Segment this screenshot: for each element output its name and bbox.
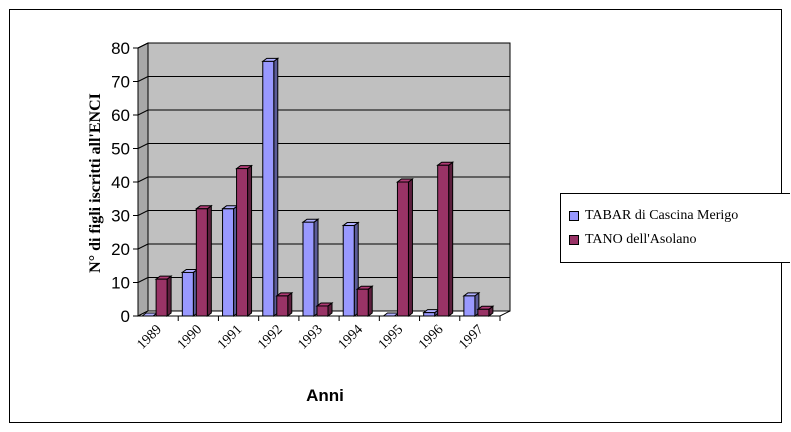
x-axis-title: Anni: [306, 386, 344, 405]
bar-side: [407, 178, 413, 317]
y-tick-label: 10: [111, 274, 130, 293]
bar-1-1997: [462, 291, 481, 317]
y-tick-label: 20: [111, 240, 130, 259]
bar-front: [342, 225, 355, 317]
x-tick-label: 1995: [376, 322, 406, 352]
bar-front: [195, 208, 208, 317]
gridline-side: [137, 109, 149, 116]
gridline-side: [137, 243, 149, 250]
bar-side: [247, 164, 253, 317]
bar-1-1994: [341, 221, 360, 317]
bar-side: [206, 204, 212, 317]
bar-front: [437, 164, 450, 317]
y-tick-label: 80: [111, 39, 130, 58]
legend-swatch-series-1: [569, 211, 579, 221]
bar-front: [181, 271, 194, 317]
bar-1-1993: [301, 218, 320, 317]
bar-2-1994: [355, 285, 374, 317]
x-tick-label: 1993: [295, 322, 325, 352]
bar-side: [166, 275, 172, 317]
y-tick-label: 40: [111, 173, 130, 192]
bar-2-1997: [476, 305, 495, 317]
x-tick-label: 1989: [135, 322, 165, 352]
y-tick-label: 50: [111, 140, 130, 159]
bar-2-1995: [395, 178, 414, 317]
bar-2-1989: [154, 275, 173, 317]
bar-front: [302, 221, 315, 317]
bar-1-1990: [180, 268, 199, 317]
bar-2-1993: [315, 301, 334, 317]
gridline-side: [137, 42, 149, 49]
bar-side: [367, 285, 373, 317]
bar-front: [276, 295, 289, 317]
x-tick-label: 1996: [416, 322, 446, 352]
bar-1-1996: [422, 308, 441, 317]
y-tick-label: 30: [111, 207, 130, 226]
bar-2-1992: [275, 291, 294, 317]
bar-2-1996: [436, 161, 455, 317]
y-ticks: 0 10 20 30 40 50 60 70 80: [111, 39, 138, 326]
gridline-side: [137, 176, 149, 183]
x-ticks: 1989 1990 1991 1992 1993 1994 1995 1996 1997: [135, 316, 501, 353]
y-tick-label: 60: [111, 106, 130, 125]
y-tick-label: 70: [111, 73, 130, 92]
bar-front: [396, 181, 409, 317]
gridline-side: [137, 76, 149, 82]
bar-1-1992: [261, 57, 280, 317]
bar-front: [236, 168, 249, 317]
bar-front: [463, 295, 476, 317]
x-tick-label: 1994: [336, 322, 366, 352]
y-tick-label: 0: [121, 307, 130, 326]
x-tick-label: 1992: [255, 322, 285, 352]
legend-item-series-2: TANO dell'Asolano: [569, 231, 696, 249]
gridline-side: [137, 210, 149, 216]
legend-swatch-series-2: [569, 235, 579, 245]
bar-front: [423, 312, 436, 317]
bar-front: [356, 288, 369, 317]
legend-item-series-1: TABAR di Cascina Merigo: [569, 207, 738, 225]
bar-front: [155, 278, 168, 317]
bar-side: [448, 161, 454, 317]
legend-label-series-2: TANO dell'Asolano: [585, 232, 697, 247]
y-axis-title: N° di figli iscritti all'ENCI: [87, 93, 104, 273]
bars: [140, 57, 495, 317]
x-tick-label: 1997: [456, 322, 486, 352]
bar-side: [273, 57, 279, 317]
gridline-side: [137, 277, 149, 283]
bar-front: [222, 208, 235, 317]
bar-2-1991: [235, 164, 254, 317]
bar-side: [287, 291, 293, 317]
bar-2-1990: [194, 204, 213, 317]
x-tick-label: 1991: [215, 322, 245, 352]
x-tick-label: 1990: [175, 322, 205, 352]
bar-front: [477, 308, 490, 317]
bar-front: [316, 305, 329, 317]
legend-label-series-1: TABAR di Cascina Merigo: [585, 208, 739, 223]
bar-side: [313, 218, 319, 317]
gridline-side: [137, 143, 149, 149]
bar-1-1991: [221, 204, 240, 317]
legend: TABAR di Cascina Merigo TANO dell'Asolan…: [560, 193, 790, 263]
bar-front: [262, 60, 275, 317]
